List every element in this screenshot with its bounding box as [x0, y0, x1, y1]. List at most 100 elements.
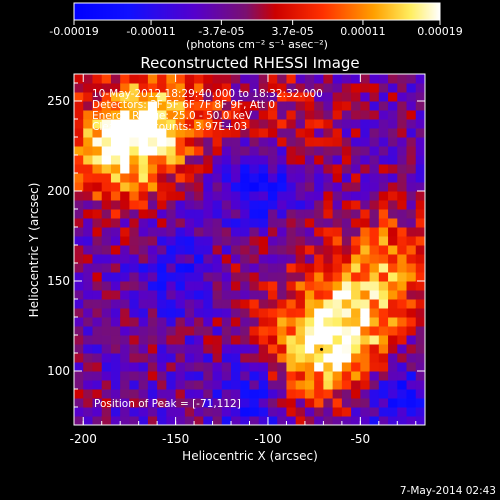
heatmap-cell [332, 389, 343, 399]
heatmap-cell [212, 137, 223, 147]
heatmap-cell [157, 74, 167, 84]
heatmap-cell [203, 254, 214, 264]
heatmap-cell [304, 74, 315, 84]
heatmap-cell [138, 218, 149, 228]
heatmap-cell [184, 137, 195, 147]
heatmap-cell [194, 299, 204, 309]
heatmap-cell [277, 236, 287, 246]
heatmap-cell [157, 218, 167, 228]
heatmap-cell [323, 407, 334, 417]
heatmap-cell [212, 128, 223, 138]
heatmap-cell [129, 92, 140, 102]
heatmap-cell [378, 344, 389, 354]
heatmap-cell [83, 281, 93, 291]
heatmap-cell [249, 74, 260, 84]
heatmap-cell [231, 398, 241, 408]
heatmap-cell [286, 101, 297, 111]
heatmap-cell [351, 92, 361, 102]
heatmap-cell [388, 272, 398, 282]
heatmap-cell [147, 146, 158, 156]
heatmap-cell [249, 182, 260, 192]
heatmap-cell [110, 371, 121, 381]
heatmap-cell [369, 272, 380, 282]
heatmap-cell [360, 308, 371, 318]
heatmap-cell [240, 209, 250, 219]
heatmap-cell [295, 344, 306, 354]
heatmap-cell [295, 74, 306, 84]
heatmap-cell [277, 380, 287, 390]
heatmap-cell [147, 74, 158, 84]
heatmap-cell [267, 74, 278, 84]
heatmap-cell [74, 398, 84, 408]
heatmap-cell [92, 353, 103, 363]
heatmap-cell [129, 263, 140, 273]
heatmap-cell [110, 299, 121, 309]
heatmap-cell [397, 299, 408, 309]
heatmap-cell [351, 326, 361, 336]
heatmap-cell [397, 281, 408, 291]
heatmap-cell [101, 101, 112, 111]
heatmap-cell [166, 227, 177, 237]
heatmap-cell [397, 209, 408, 219]
heatmap-cell [397, 362, 408, 372]
heatmap-cell [110, 353, 121, 363]
heatmap-cell [194, 371, 204, 381]
heatmap-cell [157, 290, 167, 300]
heatmap-cell [267, 380, 278, 390]
y-tick-label: 150 [47, 274, 70, 288]
heatmap-cell [92, 335, 103, 345]
heatmap-cell [92, 371, 103, 381]
heatmap-cell [415, 236, 425, 246]
heatmap-cell [304, 308, 315, 318]
heatmap-cell [74, 119, 84, 129]
heatmap-cell [203, 227, 214, 237]
heatmap-cell [231, 92, 241, 102]
heatmap-cell [83, 119, 93, 129]
heatmap-cell [351, 344, 361, 354]
heatmap-cell [378, 245, 389, 255]
heatmap-cell [101, 407, 112, 417]
heatmap-cell [175, 155, 186, 165]
heatmap-cell [314, 218, 324, 228]
heatmap-cell [369, 299, 380, 309]
heatmap-cell [415, 362, 425, 372]
heatmap-cell [360, 146, 371, 156]
heatmap-cell [397, 218, 408, 228]
heatmap-cell [120, 380, 130, 390]
heatmap-cell [415, 299, 425, 309]
heatmap-cell [212, 263, 223, 273]
heatmap-cell [323, 164, 334, 174]
heatmap-cell [212, 227, 223, 237]
heatmap-cell [286, 164, 297, 174]
heatmap-cell [360, 290, 371, 300]
heatmap-cell [388, 92, 398, 102]
heatmap-cell [74, 200, 84, 210]
heatmap-cell [277, 218, 287, 228]
heatmap-cell [203, 92, 214, 102]
heatmap-cell [295, 326, 306, 336]
heatmap-cell [406, 155, 417, 165]
heatmap-cell [129, 416, 140, 425]
heatmap-cell [369, 245, 380, 255]
heatmap-cell [129, 137, 140, 147]
heatmap-cell [397, 326, 408, 336]
heatmap-cell [314, 389, 324, 399]
heatmap-cell [341, 317, 352, 327]
heatmap-cell [138, 146, 149, 156]
heatmap-cell [194, 191, 204, 201]
heatmap-cell [74, 182, 84, 192]
heatmap-cell [110, 263, 121, 273]
heatmap-cell [194, 290, 204, 300]
heatmap-cell [221, 416, 232, 425]
heatmap-cell [147, 155, 158, 165]
heatmap-cell [397, 101, 408, 111]
heatmap-cell [110, 254, 121, 264]
heatmap-cell [378, 254, 389, 264]
heatmap-cell [203, 146, 214, 156]
heatmap-cell [129, 83, 140, 93]
heatmap-cell [74, 317, 84, 327]
heatmap-cell [175, 362, 186, 372]
heatmap-cell [184, 362, 195, 372]
heatmap-cell [240, 191, 250, 201]
heatmap-cell [129, 326, 140, 336]
